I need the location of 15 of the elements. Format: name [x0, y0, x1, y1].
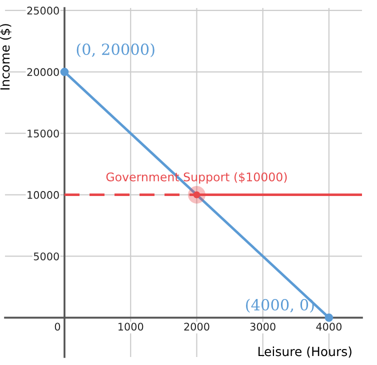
y-tick-label: 10000 — [28, 191, 59, 199]
y-tick-label: 5000 — [34, 252, 59, 260]
annotation: (0, 20000) — [76, 43, 154, 58]
y-axis-title: Income ($) — [0, 24, 12, 90]
x-tick-label: 1000 — [118, 322, 144, 331]
y-tick-label: 20000 — [27, 68, 59, 76]
x-tick-label: 2000 — [184, 322, 210, 331]
x-tick-label: 3000 — [250, 322, 276, 331]
point — [60, 68, 69, 76]
y-tick-label: 25000 — [27, 6, 59, 15]
y-tick-label: 15000 — [28, 130, 59, 138]
x-tick-label: 0 — [54, 322, 60, 331]
x-tick-label: 4000 — [316, 322, 342, 331]
point — [324, 314, 334, 322]
x-axis-title: Leisure (Hours) — [258, 346, 352, 358]
